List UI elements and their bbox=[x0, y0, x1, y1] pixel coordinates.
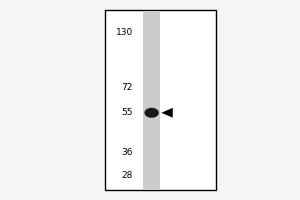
Bar bbox=[105, 10, 216, 190]
Ellipse shape bbox=[144, 108, 159, 118]
Text: 55: 55 bbox=[121, 108, 133, 117]
Text: 28: 28 bbox=[122, 171, 133, 180]
Text: 36: 36 bbox=[121, 148, 133, 157]
Text: 72: 72 bbox=[122, 83, 133, 92]
Text: 130: 130 bbox=[116, 28, 133, 37]
Bar bbox=[143, 11, 160, 189]
Polygon shape bbox=[161, 108, 173, 118]
